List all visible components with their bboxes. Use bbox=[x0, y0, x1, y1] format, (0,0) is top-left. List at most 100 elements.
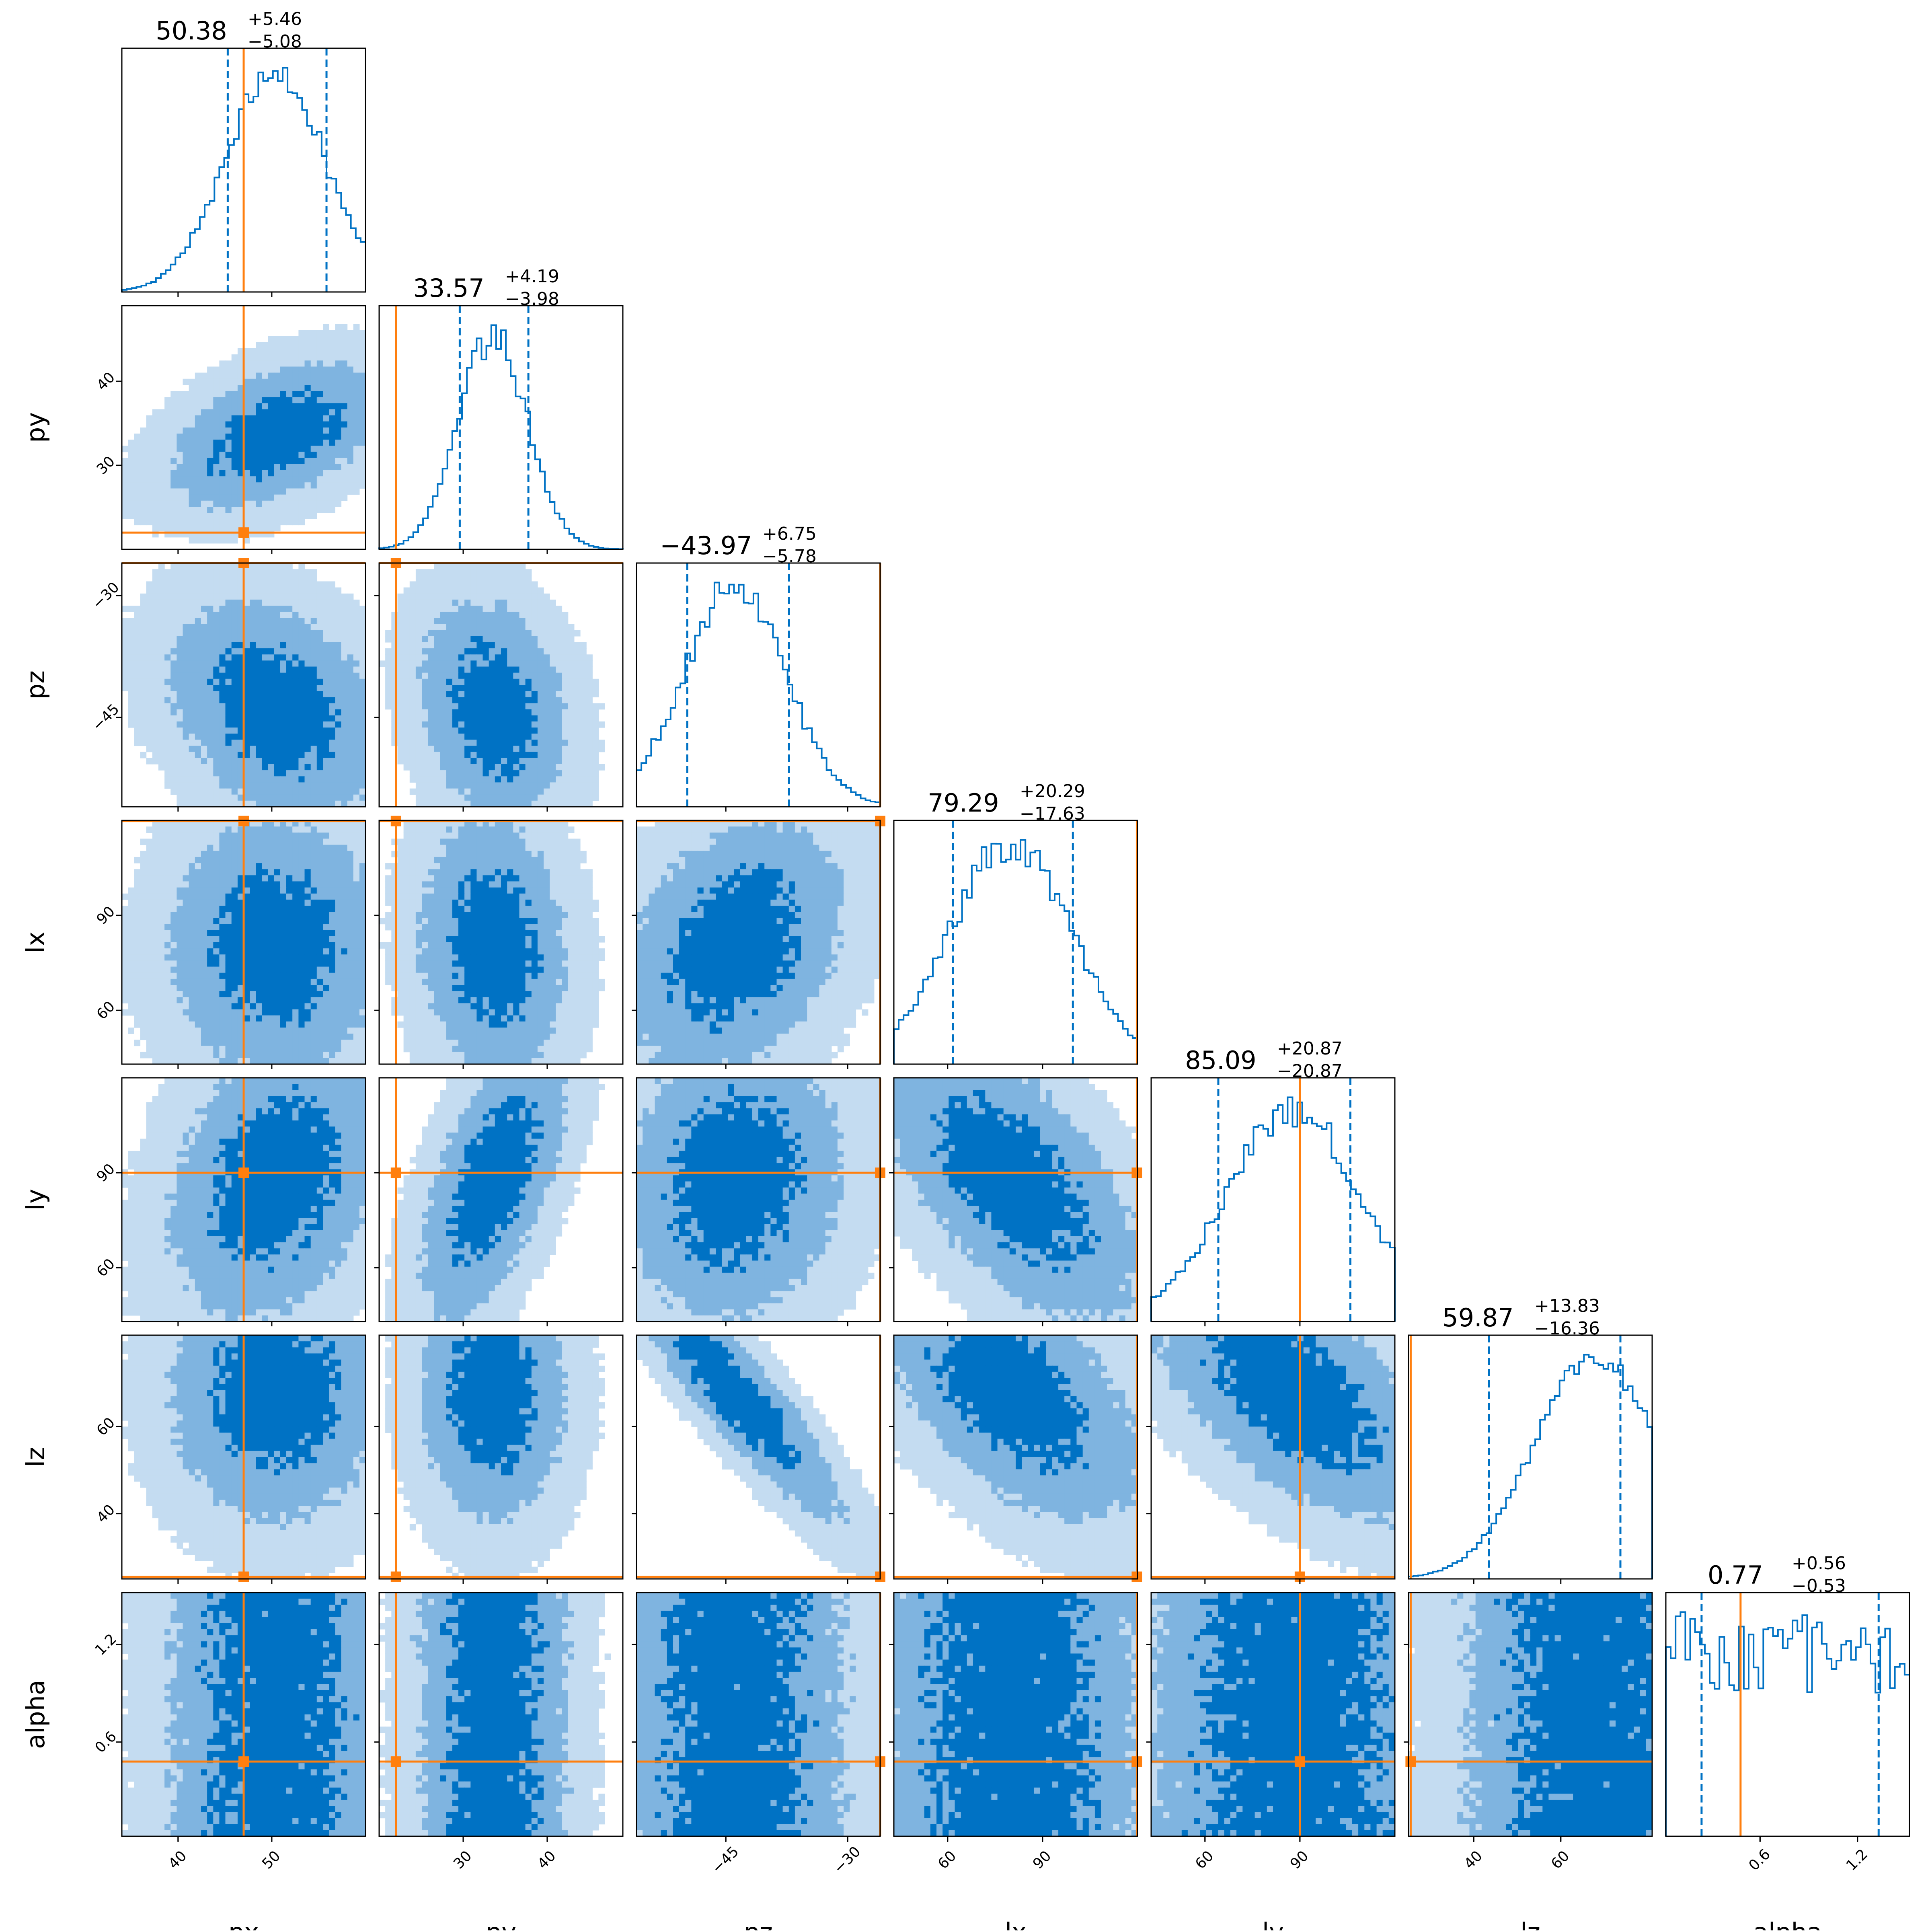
density-cell bbox=[213, 624, 220, 631]
density-cell bbox=[158, 594, 165, 600]
density-cell bbox=[513, 654, 519, 661]
density-cell bbox=[256, 942, 262, 949]
density-cell bbox=[274, 979, 281, 985]
density-cell bbox=[292, 795, 299, 801]
density-cell bbox=[317, 882, 323, 888]
density-cell bbox=[183, 624, 189, 631]
density-cell bbox=[580, 721, 587, 728]
density-cell bbox=[317, 845, 323, 851]
density-cell bbox=[292, 434, 299, 440]
density-cell bbox=[158, 464, 165, 471]
density-cell bbox=[195, 415, 201, 422]
density-cell bbox=[232, 525, 238, 531]
density-cell bbox=[286, 697, 293, 703]
density-cell bbox=[446, 679, 453, 685]
density-cell bbox=[274, 752, 281, 758]
density-cell bbox=[256, 673, 262, 679]
density-cell bbox=[532, 776, 538, 783]
density-cell bbox=[183, 513, 189, 519]
density-cell bbox=[305, 752, 311, 758]
density-cell bbox=[574, 721, 581, 728]
density-cell bbox=[232, 519, 238, 525]
density-cell bbox=[262, 1003, 269, 1010]
density-cell bbox=[305, 776, 311, 783]
density-cell bbox=[428, 709, 434, 716]
density-cell bbox=[268, 997, 275, 1003]
density-cell bbox=[507, 660, 513, 667]
density-cell bbox=[262, 973, 269, 979]
density-cell bbox=[177, 630, 183, 637]
density-cell bbox=[213, 954, 220, 961]
density-cell bbox=[353, 409, 360, 416]
density-cell bbox=[532, 782, 538, 789]
density-cell bbox=[274, 839, 281, 845]
density-cell bbox=[526, 764, 532, 771]
density-cell bbox=[219, 703, 226, 710]
density-cell bbox=[335, 709, 341, 716]
density-cell bbox=[464, 575, 471, 582]
density-cell bbox=[317, 654, 323, 661]
density-cell bbox=[183, 906, 189, 912]
density-cell bbox=[280, 612, 287, 618]
density-cell bbox=[189, 642, 195, 649]
density-cell bbox=[250, 440, 256, 446]
density-cell bbox=[268, 685, 275, 691]
density-cell bbox=[201, 446, 207, 452]
density-cell bbox=[140, 612, 146, 618]
density-cell bbox=[170, 685, 177, 691]
density-cell bbox=[519, 588, 526, 594]
density-cell bbox=[152, 691, 159, 697]
density-cell bbox=[201, 452, 207, 458]
density-cell bbox=[292, 501, 299, 507]
density-cell bbox=[183, 734, 189, 740]
density-cell bbox=[305, 924, 311, 931]
density-cell bbox=[158, 900, 165, 906]
density-cell bbox=[335, 373, 341, 379]
density-cell bbox=[353, 752, 360, 758]
density-cell bbox=[232, 776, 238, 783]
density-cell bbox=[140, 703, 146, 710]
density-cell bbox=[483, 612, 489, 618]
density-cell bbox=[335, 746, 341, 752]
density-cell bbox=[562, 703, 569, 710]
density-cell bbox=[507, 594, 513, 600]
density-cell bbox=[416, 758, 422, 765]
density-cell bbox=[317, 979, 323, 985]
density-cell bbox=[353, 967, 360, 973]
density-cell bbox=[195, 851, 201, 857]
density-cell bbox=[274, 446, 281, 452]
density-cell bbox=[262, 782, 269, 789]
density-cell bbox=[189, 776, 195, 783]
density-cell bbox=[298, 728, 305, 734]
density-cell bbox=[268, 660, 275, 667]
density-cell bbox=[134, 869, 140, 876]
density-cell bbox=[189, 954, 195, 961]
density-cell bbox=[574, 703, 581, 710]
density-cell bbox=[341, 673, 347, 679]
density-cell bbox=[274, 882, 281, 888]
density-cell bbox=[158, 985, 165, 991]
density-cell bbox=[146, 421, 153, 428]
density-cell bbox=[280, 434, 287, 440]
density-cell bbox=[428, 728, 434, 734]
density-cell bbox=[262, 397, 269, 403]
density-cell bbox=[195, 618, 201, 624]
density-cell bbox=[177, 954, 183, 961]
density-cell bbox=[501, 630, 507, 637]
density-cell bbox=[170, 697, 177, 703]
density-cell bbox=[152, 697, 159, 703]
density-cell bbox=[177, 397, 183, 403]
density-cell bbox=[335, 758, 341, 765]
density-cell bbox=[501, 795, 507, 801]
density-cell bbox=[286, 421, 293, 428]
density-cell bbox=[140, 654, 146, 661]
density-cell bbox=[329, 728, 335, 734]
density-cell bbox=[170, 894, 177, 900]
density-cell bbox=[359, 979, 366, 985]
density-cell bbox=[274, 501, 281, 507]
density-cell bbox=[268, 594, 275, 600]
density-cell bbox=[268, 458, 275, 465]
density-cell bbox=[470, 691, 477, 697]
density-cell bbox=[286, 428, 293, 434]
density-cell bbox=[286, 600, 293, 606]
